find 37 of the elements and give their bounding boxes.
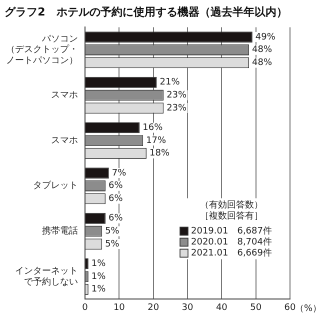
x-tick-label: 30 — [182, 302, 194, 313]
x-tick-label: 10 — [113, 302, 126, 313]
data-label: 6% — [108, 194, 124, 204]
data-label: 48% — [252, 45, 272, 56]
data-label: 48% — [252, 58, 272, 68]
y-tick-label: スマホ — [51, 136, 78, 146]
y-tick-label: パソコン（デスクトップ・ノートパソコン） — [6, 34, 78, 66]
x-tick-label: 20 — [148, 302, 160, 313]
chart-title: グラフ2 ホテルの予約に使用する機器（過去半年以内） — [4, 5, 288, 18]
data-label: 16% — [142, 123, 164, 134]
y-tick-label: タブレット — [33, 180, 78, 192]
x-tick-label: 50 — [250, 302, 262, 313]
y-tick-label: スマホ — [51, 90, 78, 101]
legend-label: 2021.01 6,669件 — [191, 248, 272, 259]
y-tick-label: インターネットで予約しない — [15, 266, 78, 288]
x-tick-label: 0 — [82, 302, 88, 313]
data-label: 49% — [255, 32, 276, 42]
legend-label: 2019.01 6,687件 — [191, 226, 272, 237]
data-label: 17% — [146, 136, 167, 146]
data-label: 6% — [108, 181, 124, 192]
data-label: 7% — [112, 168, 127, 178]
data-label: 1% — [91, 259, 106, 270]
data-label: 6% — [108, 214, 124, 224]
data-label: 18% — [150, 148, 170, 159]
data-label: 23% — [166, 90, 188, 101]
data-label: 1% — [91, 284, 106, 295]
x-axis-title: （%） — [295, 304, 320, 314]
x-tick-label: 60 — [284, 302, 296, 313]
legend-title: （有効回答数）［複数回答有］ — [200, 200, 263, 222]
data-label: 5% — [105, 226, 120, 237]
legend-label: 2020.01 8,704件 — [191, 236, 272, 248]
data-label: 1% — [91, 272, 106, 282]
data-label: 5% — [105, 239, 120, 250]
y-tick-label: 携帯電話 — [42, 226, 78, 237]
data-label: 23% — [166, 103, 188, 114]
data-label: 21% — [160, 78, 180, 88]
x-tick-label: 40 — [216, 302, 228, 313]
